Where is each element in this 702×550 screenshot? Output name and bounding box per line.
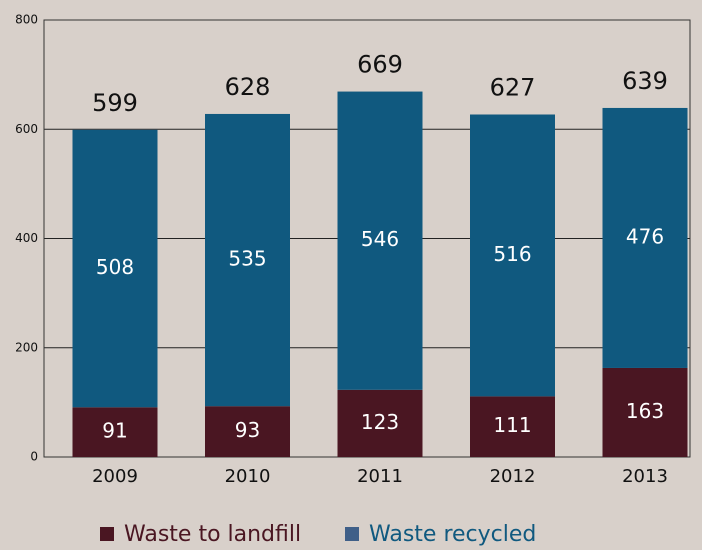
x-tick-label: 2009 xyxy=(92,466,138,487)
value-label: 546 xyxy=(361,227,399,251)
value-label: 93 xyxy=(235,418,260,442)
value-label: 91 xyxy=(102,419,127,443)
total-label: 628 xyxy=(225,73,271,101)
y-tick-label: 0 xyxy=(30,450,38,464)
bar-segment xyxy=(72,129,158,408)
legend-swatch xyxy=(345,527,359,541)
x-tick-label: 2010 xyxy=(225,466,271,487)
value-label: 163 xyxy=(626,399,664,423)
total-label: 627 xyxy=(490,74,536,102)
legend-label: Waste to landfill xyxy=(124,522,301,547)
total-label: 599 xyxy=(92,89,138,117)
value-label: 111 xyxy=(493,413,531,437)
legend-swatch xyxy=(100,527,114,541)
bar-segment xyxy=(205,406,290,457)
value-label: 476 xyxy=(626,224,664,248)
x-tick-label: 2012 xyxy=(490,466,536,487)
y-tick-label: 600 xyxy=(15,122,38,136)
bar-segment xyxy=(337,91,423,390)
value-label: 516 xyxy=(493,242,531,266)
total-label: 669 xyxy=(357,51,403,79)
bar-segment xyxy=(470,396,555,457)
bar-segment xyxy=(470,114,555,397)
y-tick-label: 400 xyxy=(15,231,38,245)
bar-segment xyxy=(337,389,423,457)
value-label: 123 xyxy=(361,410,399,434)
bar-segment xyxy=(602,367,688,457)
bar-segment xyxy=(602,107,688,368)
total-label: 639 xyxy=(622,67,668,95)
bar-segment xyxy=(205,113,290,407)
bar-segment xyxy=(72,407,158,457)
y-tick-label: 800 xyxy=(15,13,38,27)
legend-label: Waste recycled xyxy=(369,522,536,547)
value-label: 508 xyxy=(96,255,134,279)
x-tick-label: 2011 xyxy=(357,466,403,487)
x-tick-label: 2013 xyxy=(622,466,668,487)
value-label: 535 xyxy=(228,247,266,271)
y-tick-label: 200 xyxy=(15,340,38,354)
